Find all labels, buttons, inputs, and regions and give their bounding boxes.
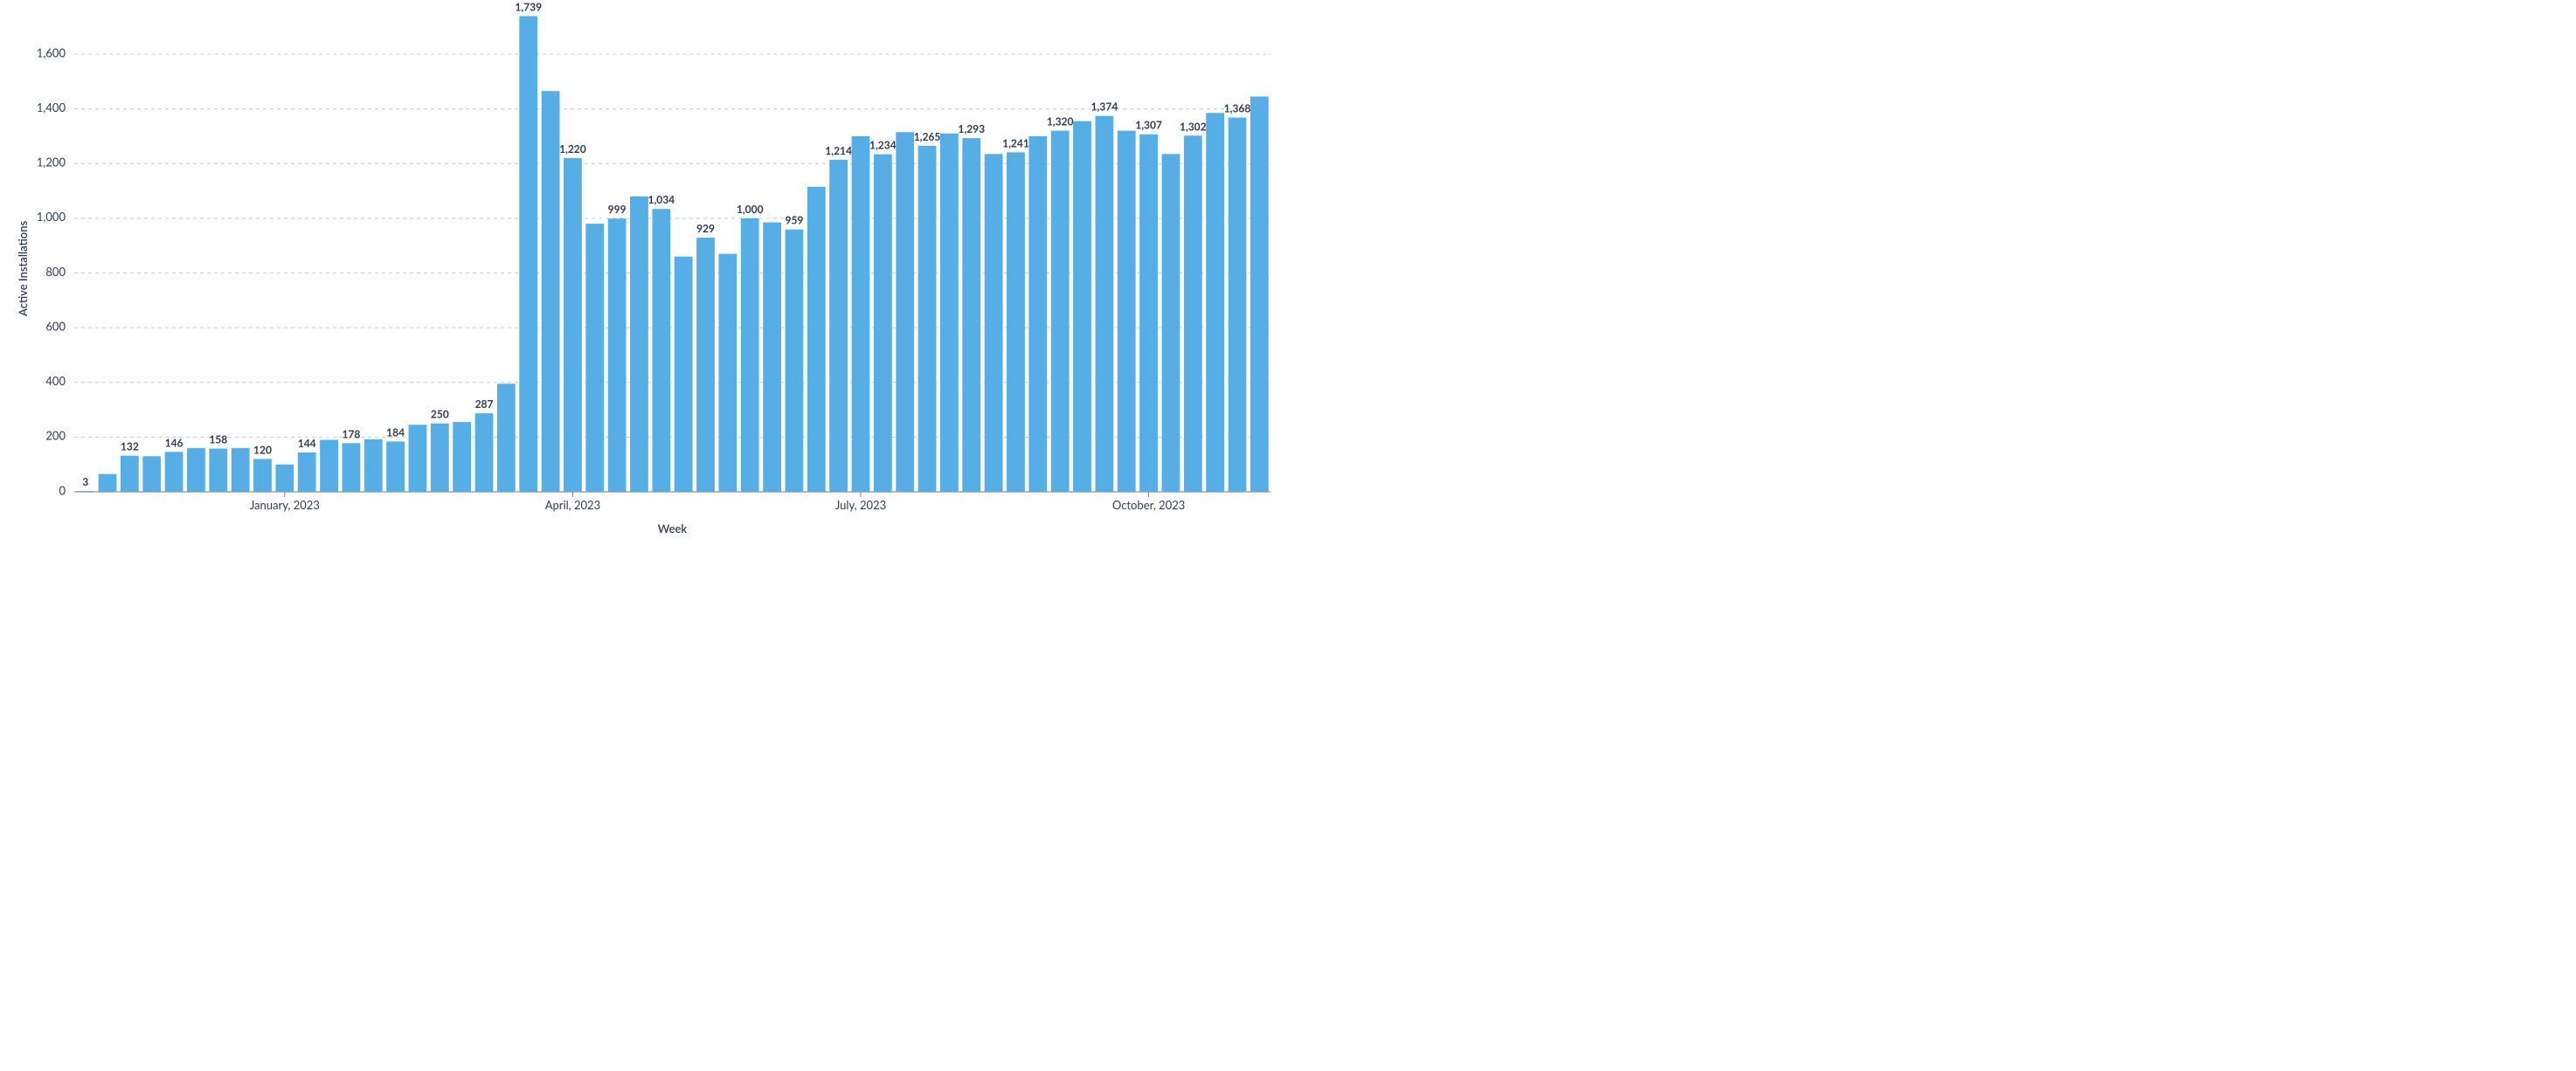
bar [187,448,205,492]
bar [608,218,627,492]
bar-value-label: 1,241 [1002,136,1029,149]
bar [918,146,937,492]
bar [896,132,914,492]
bar [298,453,316,492]
bar [253,459,272,492]
bar-value-label: 1,220 [559,142,586,155]
bar [497,383,516,492]
bar [475,413,494,492]
bar [874,155,892,492]
bar [1250,97,1269,492]
bar [786,230,804,492]
bar [852,136,870,492]
bar-value-label: 287 [475,397,494,411]
bar [1051,131,1070,492]
chart-svg: 0 200 400 600 800 1,000 1,200 1,400 1,600 3 132 146… [0,0,1288,536]
bar [829,160,848,492]
bar [232,448,250,492]
bar [741,218,759,492]
bar-value-label: 144 [298,437,316,450]
bar [564,158,582,492]
bar [675,257,693,492]
bar [652,209,670,492]
bar [985,154,1003,492]
bar [1162,154,1181,492]
y-tick-label: 1,000 [37,210,66,224]
bar-value-label: 1,265 [914,130,941,143]
bar-value-label: 1,320 [1047,115,1074,128]
bar-value-label: 178 [342,427,360,440]
bar [142,456,161,492]
bar-value-label: 1,302 [1180,120,1207,133]
y-tick-label: 0 [59,483,66,497]
bar-value-label: 132 [121,440,139,453]
bar-value-label: 1,034 [647,193,675,206]
bar [409,425,427,492]
bar-value-label: 1,368 [1224,102,1251,115]
bar [696,238,715,492]
bar-value-label: 929 [696,222,715,235]
bar [519,16,537,492]
y-tick-label: 600 [45,319,66,333]
bar [1206,113,1224,492]
y-tick-label: 200 [45,429,66,443]
bar [431,424,449,492]
x-tick-label: January, 2023 [250,498,320,512]
bar [209,449,227,492]
bar [1095,116,1113,492]
bar [364,439,383,492]
bar [718,254,737,492]
bar [542,91,560,492]
x-tick-label: April, 2023 [545,498,600,512]
bar [962,138,980,492]
bar [99,474,117,492]
x-tick-label: July, 2023 [835,498,886,512]
bar [1229,118,1247,492]
installations-bar-chart: Active Installations 0 200 400 600 800 1,000 1… [0,0,1288,536]
bar [940,134,959,492]
bar-value-label: 999 [608,203,627,216]
bar [1007,152,1025,492]
bar-value-label: 1,234 [869,139,897,152]
bar [165,452,184,492]
bar-value-label: 1,307 [1135,119,1162,132]
y-axis-title: Active Installations [16,221,30,316]
bar [585,224,604,492]
bar [763,223,781,492]
bar [1028,136,1047,492]
bar-value-label: 1,739 [515,0,542,13]
bar [320,440,338,492]
bar-value-label: 1,000 [737,203,764,216]
bar [121,456,139,492]
bar [1073,121,1091,492]
bar [1118,131,1136,492]
bar-value-label: 250 [431,408,449,421]
bar-value-label: 3 [82,475,88,488]
bar [76,491,94,492]
y-tick-label: 400 [45,374,66,388]
bar-value-label: 959 [785,214,803,227]
bar [453,422,471,492]
bar-value-label: 146 [165,436,184,449]
bar [807,187,826,492]
x-axis-title: Week [658,522,687,536]
bar [343,443,361,492]
y-tick-label: 1,400 [37,100,66,114]
bar-value-label: 158 [209,433,227,446]
bar [1184,135,1202,492]
bar-value-label: 1,293 [958,122,985,135]
bar [1139,135,1158,492]
bar [275,465,294,492]
bar [630,197,648,492]
bar-value-label: 1,374 [1091,100,1118,114]
y-tick-label: 1,200 [37,155,66,169]
bar-value-label: 184 [386,425,405,439]
y-tick-label: 1,600 [37,45,66,59]
y-tick-label: 800 [45,265,66,279]
bar [386,441,405,492]
bar-value-label: 120 [253,443,272,456]
x-tick-label: October, 2023 [1112,498,1185,512]
bar-value-label: 1,214 [825,144,852,157]
